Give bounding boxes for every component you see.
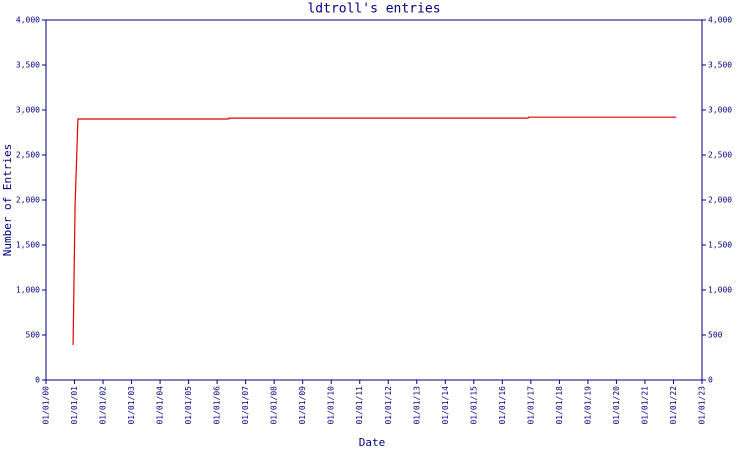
y-tick-label: 2,500 [16,151,40,160]
x-tick-label: 01/01/05 [184,386,193,425]
x-tick-label: 01/01/21 [640,386,649,425]
x-tick-label: 01/01/13 [412,386,421,425]
y-tick-label: 1,000 [16,286,40,295]
x-tick-label: 01/01/04 [156,386,165,425]
y2-tick-label: 500 [708,331,723,340]
y2-tick-label: 3,500 [708,61,732,70]
y-tick-label: 3,500 [16,61,40,70]
y-tick-label: 3,000 [16,106,40,115]
y-tick-label: 1,500 [16,241,40,250]
y-tick-label: 0 [35,376,40,385]
y2-tick-label: 1,500 [708,241,732,250]
x-tick-label: 01/01/20 [612,386,621,425]
plot-frame [45,19,703,381]
y-tick-label: 2,000 [16,196,40,205]
x-tick-label: 01/01/08 [270,386,279,425]
y2-tick-label: 2,500 [708,151,732,160]
x-tick-label: 01/01/23 [698,386,707,425]
x-tick-label: 01/01/18 [555,386,564,425]
y-tick-label: 500 [26,331,41,340]
x-tick-label: 01/01/11 [355,386,364,425]
x-tick-label: 01/01/14 [441,386,450,425]
x-tick-label: 01/01/02 [99,386,108,425]
x-tick-label: 01/01/15 [469,386,478,425]
x-tick-label: 01/01/07 [241,386,250,425]
data-line [72,116,677,345]
x-tick-label: 01/01/16 [498,386,507,425]
y2-tick-label: 1,000 [708,286,732,295]
y2-tick-label: 0 [708,376,713,385]
y2-tick-label: 2,000 [708,196,732,205]
y-axis-label: Number of Entries [1,144,14,257]
x-tick-label: 01/01/22 [669,386,678,425]
x-tick-label: 01/01/12 [384,386,393,425]
x-tick-label: 01/01/06 [213,386,222,425]
x-tick-label: 01/01/19 [583,386,592,425]
y2-tick-label: 4,000 [708,16,732,25]
x-tick-label: 01/01/01 [70,386,79,425]
x-tick-label: 01/01/10 [327,386,336,425]
x-tick-label: 01/01/09 [298,386,307,425]
x-axis-label: Date [359,436,386,449]
x-tick-label: 01/01/17 [526,386,535,425]
y2-tick-label: 3,000 [708,106,732,115]
y-tick-label: 4,000 [16,16,40,25]
x-tick-label: 01/01/03 [127,386,136,425]
chart-title: ldtroll's entries [307,2,440,17]
x-tick-label: 01/01/00 [42,386,51,425]
